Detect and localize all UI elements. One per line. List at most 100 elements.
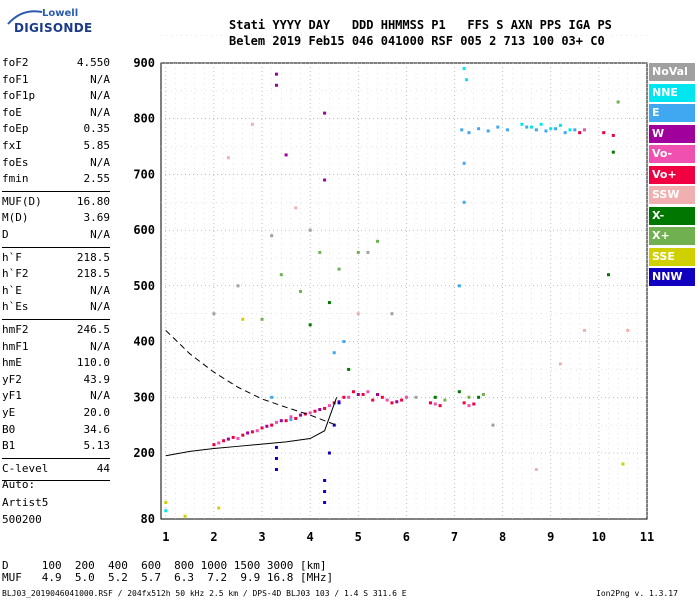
- param-label: h`Es: [2, 300, 29, 314]
- trace-point: [323, 479, 327, 482]
- trace-point: [390, 312, 394, 316]
- trace-point: [390, 401, 394, 405]
- param-row: h`F 218.5: [2, 251, 110, 265]
- trace-point: [433, 395, 437, 399]
- trace-point: [433, 402, 437, 406]
- x-tick-label: 10: [592, 530, 606, 544]
- trace-point: [327, 404, 331, 408]
- trace-point: [217, 441, 221, 445]
- trace-point: [332, 351, 336, 355]
- trace-point: [274, 457, 278, 460]
- trace-point: [505, 128, 509, 132]
- trace-point: [616, 100, 620, 104]
- header-row2: Belem 2019 Feb15 046 041000 RSF 005 2 71…: [229, 34, 605, 48]
- trace-point: [351, 390, 355, 394]
- trace-point: [289, 418, 293, 422]
- trace-point: [299, 289, 303, 293]
- param-separator: [2, 246, 110, 248]
- param-value: 218.5: [76, 267, 110, 281]
- param-separator: [2, 457, 110, 459]
- x-tick-label: 9: [547, 530, 554, 544]
- param-label: h`E: [2, 283, 22, 297]
- trace-point: [313, 409, 317, 413]
- param-label: h`F: [2, 250, 22, 264]
- legend-item: W: [649, 124, 695, 143]
- trace-point: [520, 122, 524, 126]
- trace-point: [265, 424, 269, 428]
- trace-point: [481, 393, 485, 396]
- param-value: 246.5: [76, 323, 110, 336]
- trace-point: [534, 128, 538, 132]
- param-label: D: [2, 228, 9, 241]
- param-value: N/A: [90, 72, 110, 86]
- trace-point: [255, 429, 259, 433]
- trace-point: [284, 419, 288, 423]
- trace-point: [212, 443, 216, 447]
- trace-point: [460, 128, 464, 132]
- trace-point: [289, 415, 293, 419]
- param-row: B0 34.6: [2, 423, 110, 437]
- legend-item: E: [649, 104, 695, 122]
- trace-point: [270, 234, 274, 238]
- trace-point: [241, 433, 245, 437]
- trace-point: [250, 122, 254, 126]
- trace-point: [308, 411, 312, 415]
- param-separator: [2, 480, 110, 482]
- x-tick-label: 8: [499, 530, 506, 544]
- plot-frame: [160, 62, 648, 520]
- trace-point: [462, 161, 466, 165]
- trace-point: [318, 408, 322, 412]
- param-value: 44: [96, 461, 110, 475]
- trace-point: [260, 426, 264, 430]
- trace-point: [428, 401, 432, 405]
- trace-point: [342, 340, 346, 344]
- logo-line2: DIGISONDE: [14, 21, 93, 35]
- legend-item: X+: [649, 227, 695, 245]
- y-tick-label: 80: [141, 512, 155, 526]
- trace-point: [602, 131, 606, 135]
- param-label: hmF1: [2, 339, 29, 353]
- trace-point: [323, 490, 327, 493]
- trace-point: [414, 395, 418, 399]
- trace-point: [607, 273, 611, 277]
- param-row: foE N/A: [2, 106, 110, 120]
- param-value: N/A: [90, 155, 110, 169]
- trace-point: [274, 445, 278, 449]
- footer-info: BLJ03_2019046041000.RSF / 204fx512h 50 k…: [2, 589, 407, 598]
- trace-point: [241, 317, 245, 321]
- trace-point: [534, 468, 538, 471]
- trace-point: [376, 393, 380, 396]
- trace-point: [270, 423, 274, 427]
- param-label: C-level: [2, 461, 49, 475]
- param-value: N/A: [90, 339, 110, 353]
- trace-point: [491, 423, 495, 427]
- param-label: foF1: [2, 72, 29, 86]
- param-row: D N/A: [2, 228, 110, 242]
- trace-point: [385, 398, 389, 402]
- param-row: hmF1 N/A: [2, 340, 110, 354]
- x-tick-label: 1: [162, 530, 169, 544]
- trace-point: [250, 430, 254, 434]
- trace-point: [226, 437, 230, 441]
- param-row: B1 5.13: [2, 439, 110, 453]
- trace-point: [274, 72, 278, 76]
- param-label: yF1: [2, 389, 22, 403]
- trace-point: [443, 398, 447, 402]
- trace-point: [361, 393, 365, 396]
- legend-item: X-: [649, 206, 695, 225]
- trace-point: [308, 228, 312, 232]
- trace-point: [226, 156, 230, 160]
- param-value: N/A: [90, 300, 110, 314]
- param-value: 16.80: [76, 194, 110, 208]
- trace-point: [544, 129, 548, 133]
- footer-muf-row: MUF 4.9 5.0 5.2 5.7 6.3 7.2 9.9 16.8 [MH…: [2, 571, 334, 584]
- trace-point: [568, 128, 572, 132]
- trace-point: [467, 395, 471, 399]
- trace-point: [274, 420, 278, 424]
- y-tick-label: 400: [133, 335, 155, 349]
- trace-point: [530, 125, 534, 129]
- legend-item: SSW: [649, 186, 695, 204]
- trace-point: [356, 393, 360, 396]
- param-label: foEp: [2, 122, 29, 136]
- trace-point: [371, 398, 375, 402]
